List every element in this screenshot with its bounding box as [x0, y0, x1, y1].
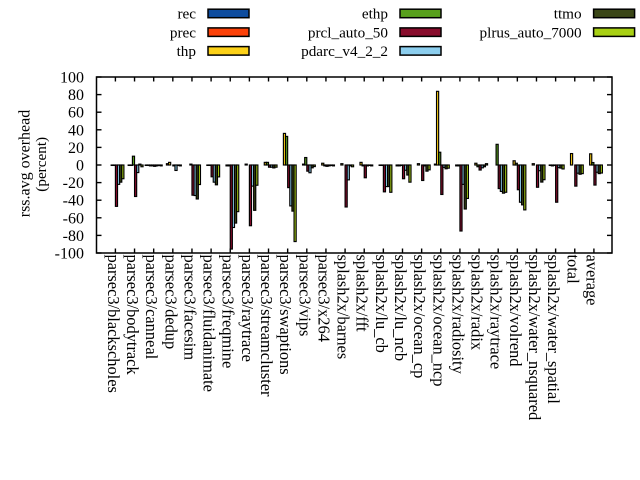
svg-text:splash2x/radiosity: splash2x/radiosity — [448, 255, 467, 375]
svg-text:splash2x/volrend: splash2x/volrend — [506, 255, 525, 367]
svg-text:ttmo: ttmo — [554, 6, 582, 23]
svg-text:parsec3/dedup: parsec3/dedup — [161, 255, 180, 350]
svg-text:thp: thp — [177, 43, 196, 60]
svg-text:parsec3/streamcluster: parsec3/streamcluster — [257, 255, 276, 398]
svg-text:rec: rec — [177, 6, 196, 23]
svg-text:splash2x/raytrace: splash2x/raytrace — [487, 255, 506, 370]
svg-text:prec: prec — [170, 24, 196, 41]
svg-text:-20: -20 — [63, 175, 84, 192]
svg-text:rss.avg overhead: rss.avg overhead — [16, 110, 33, 218]
svg-text:parsec3/bodytrack: parsec3/bodytrack — [123, 255, 142, 376]
svg-text:splash2x/ocean_ncp: splash2x/ocean_ncp — [429, 255, 448, 387]
svg-text:20: 20 — [68, 140, 84, 157]
svg-text:parsec3/facesim: parsec3/facesim — [180, 255, 199, 361]
svg-text:average: average — [582, 255, 601, 306]
svg-text:splash2x/water_nsquared: splash2x/water_nsquared — [525, 255, 544, 421]
svg-text:-80: -80 — [63, 228, 84, 245]
svg-text:parsec3/x264: parsec3/x264 — [314, 255, 333, 342]
svg-text:parsec3/vips: parsec3/vips — [295, 255, 314, 337]
svg-text:parsec3/raytrace: parsec3/raytrace — [238, 255, 257, 362]
svg-text:splash2x/lu_ncb: splash2x/lu_ncb — [391, 255, 410, 362]
svg-text:total: total — [563, 255, 582, 285]
svg-text:parsec3/freqmine: parsec3/freqmine — [219, 255, 238, 369]
svg-text:40: 40 — [68, 122, 84, 139]
svg-text:80: 80 — [68, 87, 84, 104]
svg-text:-60: -60 — [63, 210, 84, 227]
svg-text:splash2x/radix: splash2x/radix — [468, 255, 487, 351]
svg-text:parsec3/blackscholes: parsec3/blackscholes — [104, 255, 123, 393]
svg-text:parsec3/canneal: parsec3/canneal — [142, 255, 161, 360]
svg-text:pdarc_v4_2_2: pdarc_v4_2_2 — [301, 43, 388, 60]
svg-text:splash2x/ocean_cp: splash2x/ocean_cp — [410, 255, 429, 379]
svg-text:ethp: ethp — [362, 6, 388, 23]
svg-text:100: 100 — [60, 70, 84, 87]
svg-text:(percent): (percent) — [33, 137, 50, 192]
svg-text:splash2x/fft: splash2x/fft — [353, 255, 372, 333]
svg-text:0: 0 — [76, 158, 84, 175]
svg-text:splash2x/lu_cb: splash2x/lu_cb — [372, 255, 391, 353]
svg-text:parsec3/swaptions: parsec3/swaptions — [276, 255, 295, 375]
svg-text:prcl_auto_50: prcl_auto_50 — [308, 24, 389, 41]
svg-text:-100: -100 — [55, 246, 84, 263]
svg-text:parsec3/fluidanimate: parsec3/fluidanimate — [200, 255, 219, 392]
svg-text:-40: -40 — [63, 193, 84, 210]
svg-text:plrus_auto_7000: plrus_auto_7000 — [480, 24, 582, 41]
svg-text:splash2x/water_spatial: splash2x/water_spatial — [544, 255, 563, 405]
svg-text:60: 60 — [68, 105, 84, 122]
svg-text:splash2x/barnes: splash2x/barnes — [334, 255, 353, 360]
